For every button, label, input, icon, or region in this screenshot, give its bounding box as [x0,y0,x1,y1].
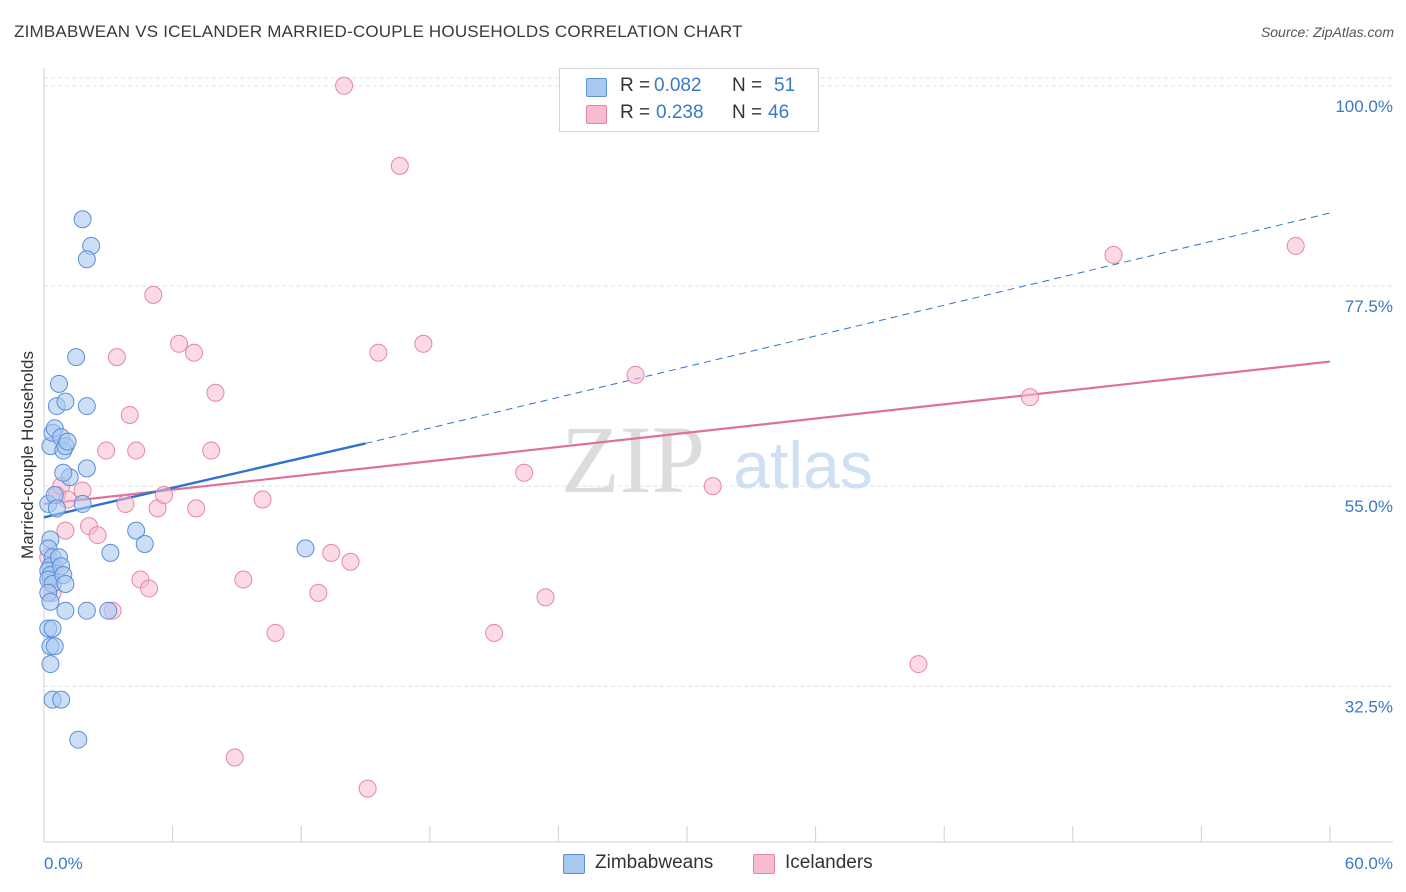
point-icelanders [909,655,928,674]
x-tick-label-max: 60.0% [1345,854,1393,873]
point-zimbabweans [77,250,96,269]
point-icelanders [107,348,126,367]
grid-lines [44,77,1393,687]
point-zimbabweans [135,534,154,553]
stats-legend: R = 0.082 N = 51 R = 0.238 N = 46 [559,68,819,132]
point-icelanders [309,583,328,602]
point-zimbabweans [67,348,86,367]
point-zimbabweans [56,392,75,411]
trend-lines [43,212,1331,519]
point-zimbabweans [52,690,71,709]
point-zimbabweans [43,619,62,638]
point-zimbabweans [99,601,118,620]
legend-r-value: 0.082 [654,75,702,96]
point-zimbabweans [41,592,60,611]
legend-n-value: 51 [774,75,796,96]
point-zimbabweans [127,521,146,540]
legend-row-zimbabweans: R = 0.082 N = 51 [586,75,816,99]
chart-source: Source: ZipAtlas.com [1260,24,1394,40]
point-icelanders [414,334,433,353]
y-tick-label: 100.0% [1335,97,1393,116]
watermark-zip: ZIP [561,406,705,513]
watermark: ZIP atlas [561,406,873,513]
legend-n-label: N = [732,75,763,96]
legend-r-label: R = [620,75,651,96]
y-tick-label: 77.5% [1345,297,1393,316]
trend-line-icelanders [43,360,1331,506]
legend-r-value: 0.238 [656,102,704,123]
point-zimbabweans [296,539,315,558]
legend-swatch-zimbabweans [586,78,607,97]
point-zimbabweans [73,494,92,513]
point-zimbabweans [47,499,66,518]
point-icelanders [97,441,116,460]
point-icelanders [206,383,225,402]
y-axis-title: Married-couple Households [18,351,37,559]
point-zimbabweans [101,543,120,562]
point-zimbabweans [56,575,75,593]
y-tick-label: 55.0% [1345,497,1393,516]
bottom-legend-label-zimbabweans: Zimbabweans [595,852,714,873]
point-icelanders [485,623,504,642]
y-tick-label: 32.5% [1345,697,1393,716]
point-zimbabweans [56,601,75,620]
point-icelanders [369,343,388,362]
data-points [39,76,1305,798]
point-icelanders [127,441,146,460]
chart-title: ZIMBABWEAN VS ICELANDER MARRIED-COUPLE H… [14,22,743,41]
legend-swatch-icelanders [586,105,607,124]
point-icelanders [515,463,534,482]
bottom-legend-swatch-zimbabweans [563,854,585,874]
point-zimbabweans [77,601,96,620]
point-icelanders [170,334,189,353]
legend-row-icelanders: R = 0.238 N = 46 [586,102,816,126]
point-icelanders [1286,236,1305,255]
point-zimbabweans [77,459,96,478]
point-zimbabweans [41,655,60,674]
axes [43,68,1393,843]
point-zimbabweans [54,463,73,482]
point-icelanders [266,623,285,642]
point-icelanders [390,156,409,175]
point-icelanders [225,748,244,767]
point-icelanders [56,521,75,540]
point-icelanders [335,76,354,95]
point-zimbabweans [73,210,92,229]
bottom-legend-swatch-icelanders [753,854,775,874]
point-icelanders [341,552,360,571]
legend-r-label: R = [620,102,651,123]
point-icelanders [185,343,204,362]
point-icelanders [358,779,377,798]
point-icelanders [155,486,174,505]
legend-n-label: N = [732,102,763,123]
point-zimbabweans [50,374,69,393]
point-icelanders [234,570,253,589]
point-icelanders [626,365,645,384]
point-icelanders [116,494,135,513]
trend-line-zimbabweans [43,442,366,519]
bottom-legend-label-icelanders: Icelanders [785,852,873,873]
point-icelanders [1104,245,1123,264]
point-icelanders [253,490,272,509]
point-icelanders [140,579,159,598]
watermark-atlas: atlas [733,428,872,502]
trend-line-zimbabweans-extended [365,212,1331,444]
point-icelanders [322,543,341,562]
point-icelanders [703,477,722,496]
point-icelanders [536,588,555,607]
point-icelanders [187,499,206,518]
axis-labels: 32.5% 55.0% 77.5% 100.0% 0.0% 60.0% Married-co… [18,97,1393,873]
point-zimbabweans [45,637,64,656]
point-icelanders [120,405,139,424]
point-icelanders [202,441,221,460]
point-icelanders [1020,388,1039,407]
legend-n-value: 46 [768,102,790,123]
point-zimbabweans [77,397,96,416]
x-tick-label-min: 0.0% [44,854,83,873]
point-zimbabweans [69,730,88,749]
point-zimbabweans [58,432,77,451]
point-icelanders [88,526,107,545]
point-icelanders [144,285,163,304]
